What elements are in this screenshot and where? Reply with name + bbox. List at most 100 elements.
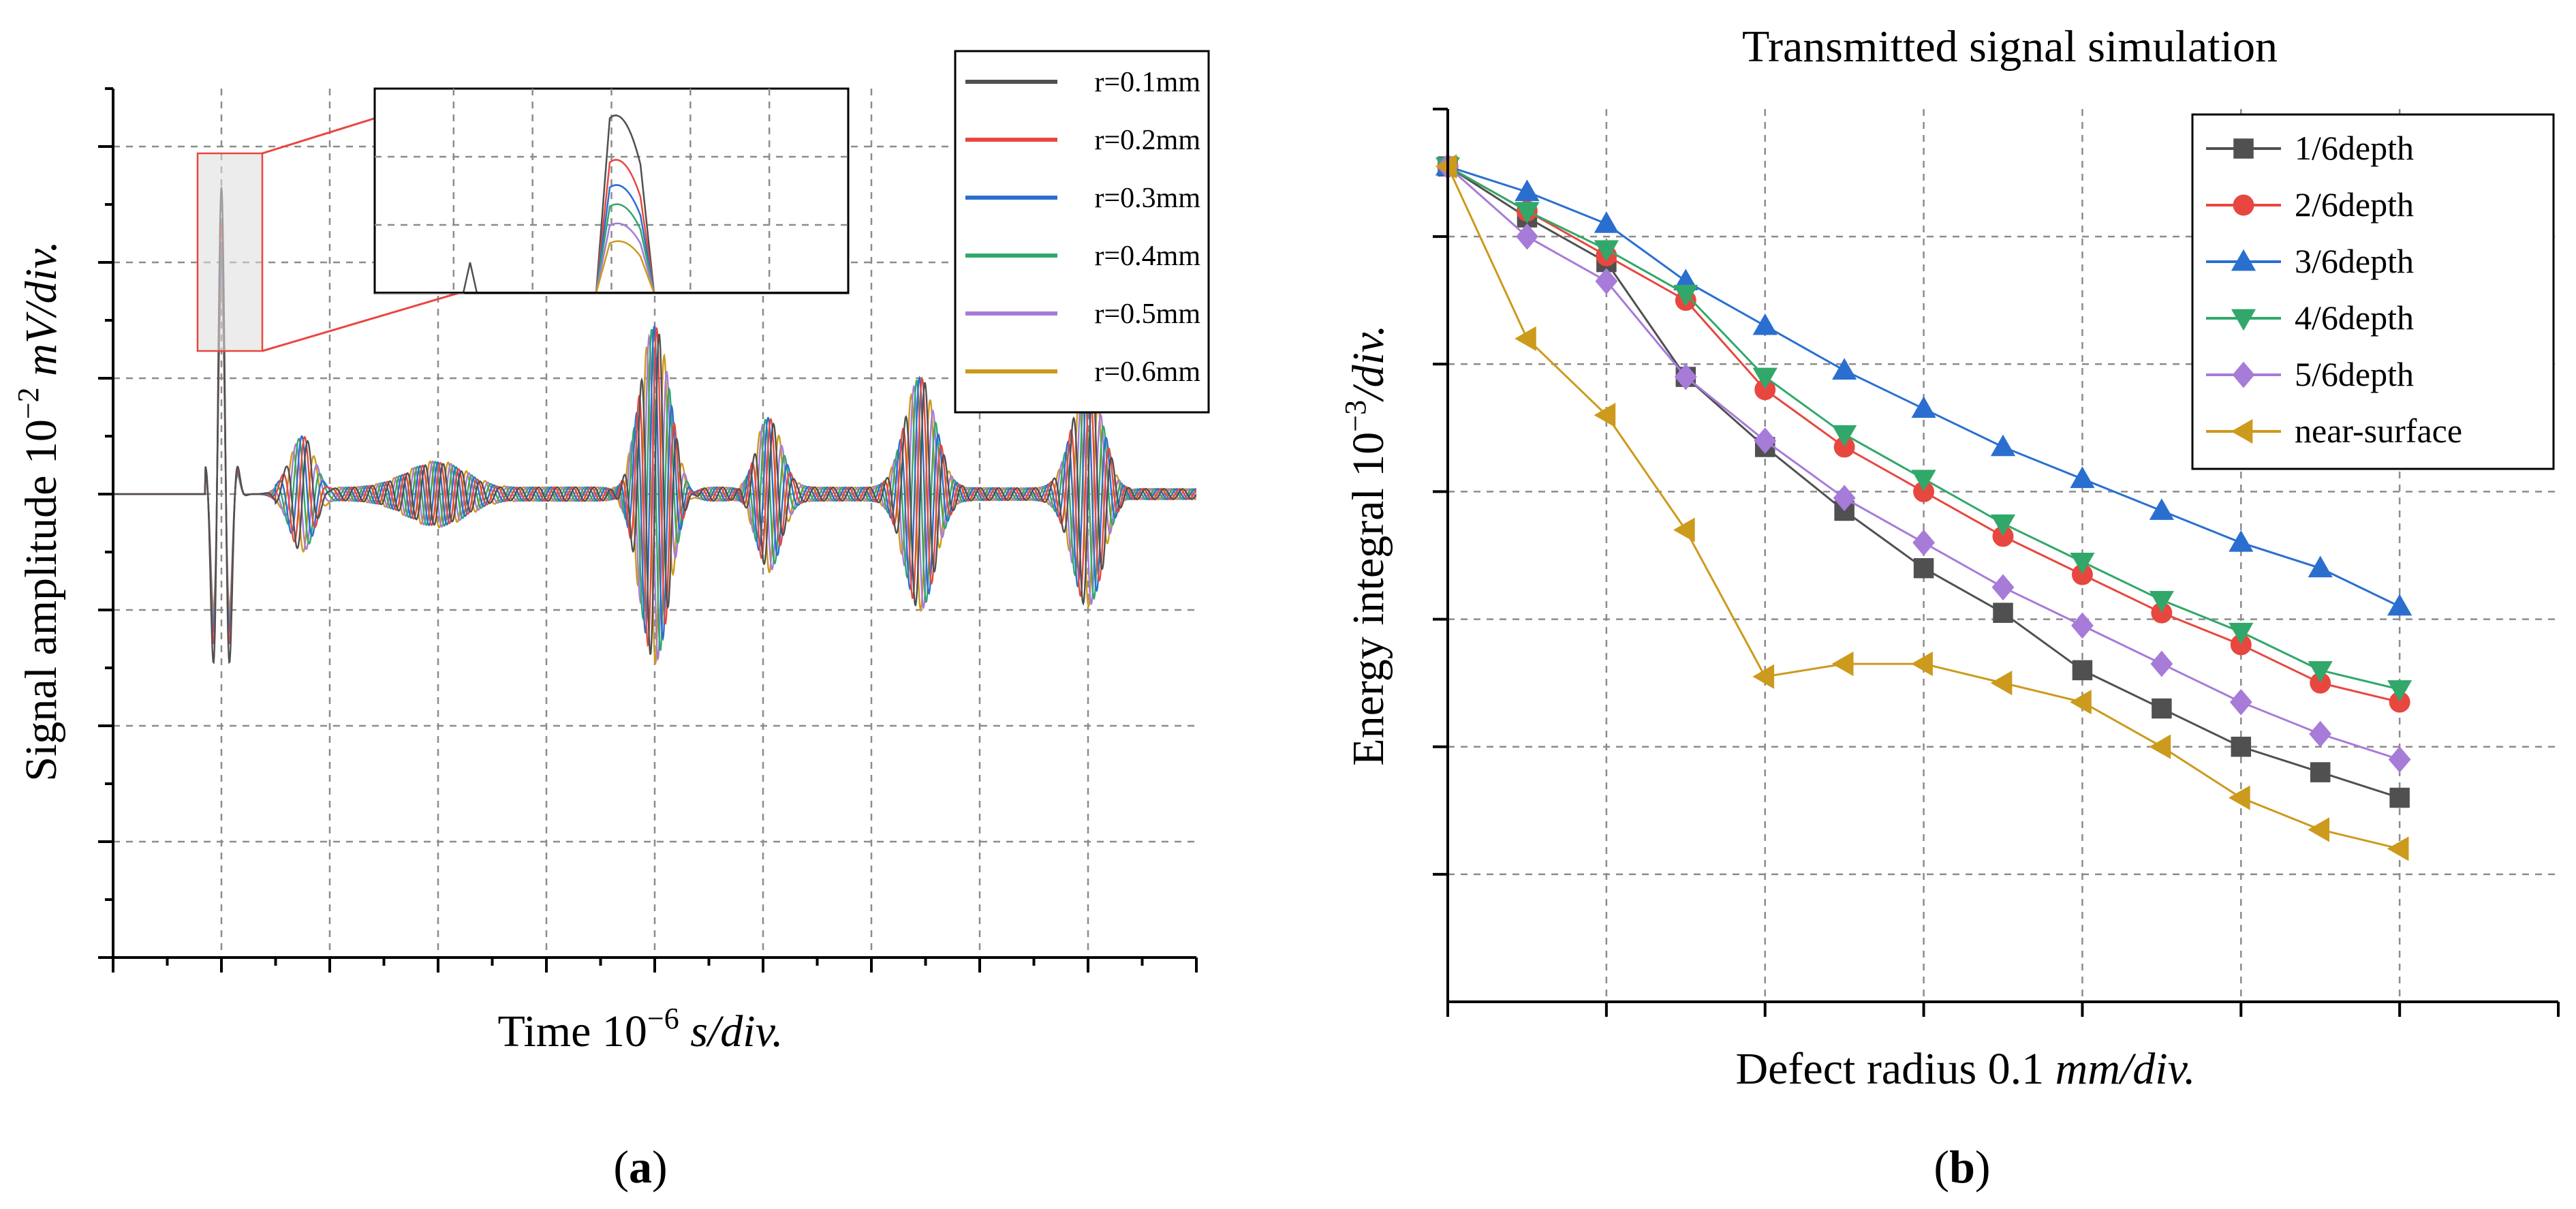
data-point-marker [2231,736,2252,757]
data-point-marker [1673,517,1695,542]
data-point-marker [1673,285,1698,307]
data-point-marker [2310,762,2331,782]
data-point-marker [2308,817,2330,842]
legend-label: r=0.3mm [1094,183,1200,214]
data-point-marker [1674,363,1697,391]
legend-label: 2/6depth [2295,185,2414,224]
data-point-marker [2309,720,2332,748]
waveform-r=0.4mm [113,256,1196,651]
data-point-marker [2072,660,2093,681]
data-point-marker [1833,485,1856,512]
data-point-marker [1993,602,2013,623]
panel-a-axes [98,87,1198,973]
data-point-marker [2233,194,2254,216]
data-point-marker [1912,529,1935,556]
data-point-marker [1594,211,1619,233]
panel-a-legend: r=0.1mm r=0.2mm r=0.3mm r=0.4mm r=0.5mm r=0.6… [954,50,1210,414]
series-near-surface [1435,154,2409,861]
data-point-marker [1913,557,1934,579]
series-1/6depth [1438,156,2410,808]
data-point-marker [1991,574,2015,601]
data-point-marker [2071,612,2094,639]
data-point-marker [2231,249,2256,271]
legend-label: 4/6depth [2295,299,2414,337]
data-point-marker [2389,787,2410,808]
data-point-marker [1595,268,1618,295]
data-point-marker [1594,240,1619,262]
data-point-marker [1911,470,1936,492]
inset-peak-r=0.1mm [595,114,655,294]
data-point-marker [1435,154,1457,179]
panel-a-xlabel: Time 10−6 s/div. [497,1002,783,1056]
series-4/6depth [1435,157,2412,702]
data-point-marker [2070,466,2095,489]
panel-b-xlabel: Defect radius 0.1 mm/div. [1735,1044,2195,1094]
data-point-marker [2387,836,2409,861]
data-point-marker [1911,396,1936,418]
panel-a-ylabel: Signal amplitude 10−2 mV/div. [12,241,66,782]
panel-a-signal-chart: r=0.1mm r=0.2mm r=0.3mm r=0.4mm r=0.5mm r=0.6… [12,50,1210,1193]
data-point-marker [2231,418,2253,444]
data-point-marker [2150,650,2173,677]
legend-label: 5/6depth [2295,355,2414,393]
data-point-marker [2152,698,2172,719]
data-point-marker [2070,690,2092,715]
data-point-marker [1515,326,1536,351]
data-point-marker [1832,425,1857,447]
data-point-marker [1832,358,1857,380]
legend-label: r=0.4mm [1094,241,1200,272]
data-point-marker [2070,553,2095,575]
legend-label: r=0.5mm [1094,299,1200,330]
data-point-marker [1990,434,2016,457]
data-point-marker [2388,746,2411,773]
panel-b-title: Transmitted signal simulation [1742,22,2278,72]
data-point-marker [2308,555,2333,578]
legend-box [2191,113,2555,470]
legend-box [954,50,1210,414]
legend-label: r=0.1mm [1094,67,1200,98]
legend-label: 3/6depth [2295,242,2414,280]
data-point-marker [1752,367,1778,390]
panel-a-label: (a) [613,1141,667,1193]
inset-peak-r=0.6mm [595,240,655,294]
panel-a-inset-zoom [373,87,850,294]
panel-a-waveforms [113,187,1196,664]
panel-b-series [1435,153,2412,861]
data-point-marker [2229,688,2252,716]
data-point-marker [1831,651,1854,677]
waveform-r=0.1mm [113,187,1196,664]
data-point-marker [2149,498,2174,520]
data-point-marker [1754,427,1777,454]
panel-b-label: (b) [1934,1141,1990,1193]
panel-b-ylabel: Energy integral 10−3/div. [1339,324,1393,765]
legend-label: r=0.2mm [1094,125,1200,156]
data-point-marker [1594,403,1616,428]
data-point-marker [1516,223,1538,250]
series-3/6depth [1435,153,2412,616]
inset-peak-r=0.5mm [595,222,655,294]
data-point-marker [2149,591,2174,613]
data-point-marker [1990,514,2016,536]
data-point-marker [2229,622,2254,645]
panel-a-zoom-region [196,152,264,352]
data-point-marker [2387,680,2412,702]
series-5/6depth [1436,153,2411,773]
legend-label: near-surface [2295,412,2462,450]
data-point-marker [1752,313,1778,335]
data-point-marker [1990,671,2013,696]
zoom-connector-bottom [262,288,471,352]
data-point-marker [2233,138,2254,159]
panel-b-legend: 1/6depth 2/6depth 3/6depth 4/6depth 5/6depth… [2191,113,2555,470]
data-point-marker [2228,785,2250,810]
legend-label: 1/6depth [2295,129,2414,167]
inset-peak-r=0.3mm [595,184,655,294]
data-point-marker [1752,664,1775,689]
panel-b-axes [1433,108,2560,1017]
data-point-marker [1911,651,1933,677]
inset-peak-r=0.2mm [595,159,655,294]
panel-b-energy-chart: Transmitted signal simulation 1/6depth 2/… [1339,22,2560,1193]
legend-label: r=0.6mm [1094,356,1200,388]
data-point-marker [2231,309,2256,331]
data-point-marker [2149,734,2171,759]
